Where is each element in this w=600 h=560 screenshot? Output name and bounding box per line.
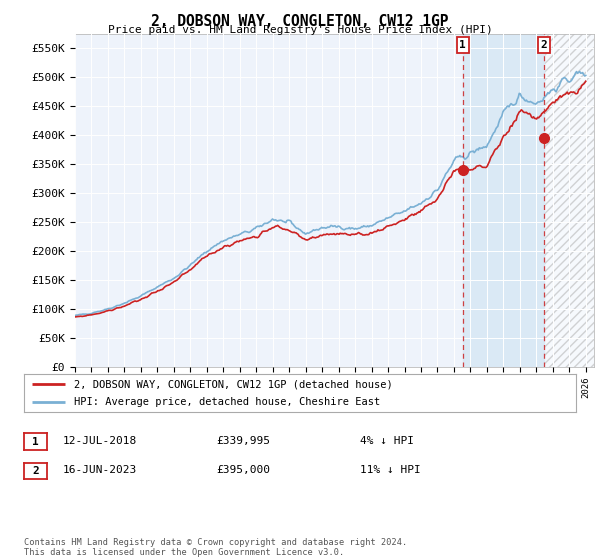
- Text: Price paid vs. HM Land Registry's House Price Index (HPI): Price paid vs. HM Land Registry's House …: [107, 25, 493, 35]
- Text: 2: 2: [541, 40, 547, 50]
- Text: 1: 1: [32, 437, 39, 447]
- Text: 2: 2: [32, 466, 39, 476]
- Text: 2, DOBSON WAY, CONGLETON, CW12 1GP (detached house): 2, DOBSON WAY, CONGLETON, CW12 1GP (deta…: [74, 379, 392, 389]
- Text: £339,995: £339,995: [216, 436, 270, 446]
- Text: Contains HM Land Registry data © Crown copyright and database right 2024.
This d: Contains HM Land Registry data © Crown c…: [24, 538, 407, 557]
- Text: 4% ↓ HPI: 4% ↓ HPI: [360, 436, 414, 446]
- Text: 16-JUN-2023: 16-JUN-2023: [63, 465, 137, 475]
- Text: 11% ↓ HPI: 11% ↓ HPI: [360, 465, 421, 475]
- Text: 12-JUL-2018: 12-JUL-2018: [63, 436, 137, 446]
- Text: HPI: Average price, detached house, Cheshire East: HPI: Average price, detached house, Ches…: [74, 396, 380, 407]
- Bar: [463, 34, 544, 367]
- Text: £395,000: £395,000: [216, 465, 270, 475]
- Text: 1: 1: [460, 40, 466, 50]
- Text: 2, DOBSON WAY, CONGLETON, CW12 1GP: 2, DOBSON WAY, CONGLETON, CW12 1GP: [151, 14, 449, 29]
